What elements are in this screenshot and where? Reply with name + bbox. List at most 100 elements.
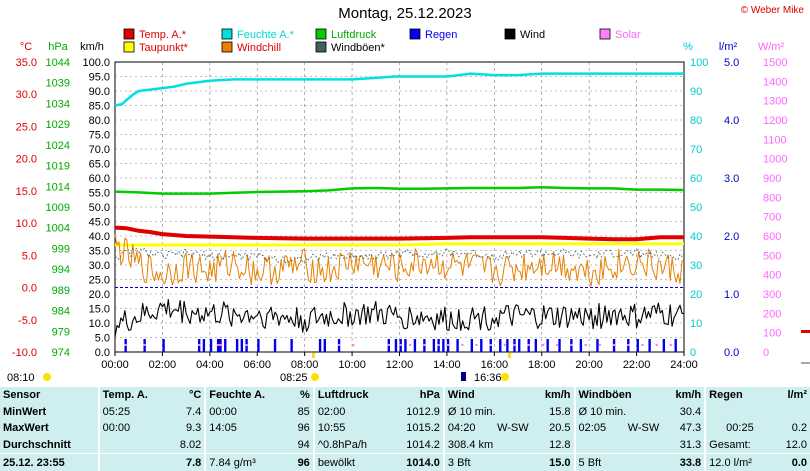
rain-bar: [202, 339, 206, 352]
legend-label: Feuchte A.*: [237, 29, 295, 41]
solar-tick-label: 700: [763, 212, 781, 224]
stats-max-label: MaxWert: [3, 422, 49, 435]
solar-tick-label: 0: [763, 347, 769, 359]
humidity-tick-label: 0: [690, 347, 696, 359]
series-line-wind: [114, 298, 685, 338]
rain-tick-label: 0.0: [724, 347, 739, 359]
x-tick-label: 22:00: [623, 359, 651, 371]
solar-trace: [489, 344, 492, 346]
wind-tick-label: 60.0: [89, 173, 110, 185]
stats-min-wind-time: Ø 10 min.: [442, 403, 532, 421]
stats-max-wind-t: 04:20: [447, 422, 476, 435]
stats-avg-press-trend: ^0.8hPa/h: [312, 436, 391, 454]
wind-tick-label: 70.0: [89, 144, 110, 156]
legend-swatch: [315, 41, 327, 53]
temp-tick-label: 20.0: [16, 154, 37, 166]
weather-chart: 00:00 02:00 04:00 06:00 08:00 10:00 12:00 14:00…: [7, 28, 810, 384]
solar-tick-label: 300: [763, 289, 781, 301]
temp-tick-label: 30.0: [16, 89, 37, 101]
legend-swatch: [221, 28, 233, 40]
wind-tick-label: 95.0: [89, 72, 110, 84]
pressure-tick-label: 1004: [46, 223, 70, 235]
pressure-tick-label: 979: [52, 326, 70, 338]
legend-label: Taupunkt*: [139, 42, 189, 54]
solar-tick-label: 900: [763, 173, 781, 185]
rain-bar: [224, 339, 227, 352]
solar-trace: [143, 344, 146, 346]
rain-tick-label: 3.0: [724, 173, 739, 185]
x-tick-label: 24:00: [670, 359, 698, 371]
legend-label: Windböen*: [331, 42, 386, 54]
solar-tick-label: 500: [763, 250, 781, 262]
x-tick-label: 02:00: [149, 359, 177, 371]
x-tick-label: 16:00: [481, 359, 509, 371]
x-tick-label: 06:00: [243, 359, 271, 371]
humidity-tick-label: 50: [690, 202, 702, 214]
rain-bar: [636, 339, 639, 352]
wind-tick-label: 45.0: [89, 217, 110, 229]
solar-trace: [612, 344, 616, 346]
stats-avg-press: 1014.2: [406, 439, 440, 452]
stats-avg-label: Durchschnitt: [3, 439, 71, 452]
sunset-label: 16:36: [474, 372, 502, 384]
stats-hum-unit: %: [300, 389, 310, 402]
wind-tick-label: 0.0: [95, 347, 110, 359]
stats-min-rain-time: [704, 403, 773, 421]
solar-trace: [408, 344, 412, 346]
rain-bar: [290, 339, 293, 352]
stats-cur-temp-blank: [97, 453, 169, 471]
solar-trace: [387, 344, 391, 346]
stats-max-wind-time: 04:20 W-SW: [442, 420, 532, 437]
rain-bar: [579, 339, 583, 352]
series-line-luftdruck: [114, 185, 685, 195]
wind-tick-label: 65.0: [89, 159, 110, 171]
rain-bar: [318, 339, 322, 352]
solar-trace: [423, 344, 426, 346]
solar-trace: [245, 344, 248, 346]
legend-label: Solar: [615, 29, 641, 41]
rain-bar: [456, 339, 459, 352]
stats-max-gust-dir: W-SW: [627, 422, 660, 435]
rain-bar: [413, 339, 417, 352]
wind-tick-label: 10.0: [89, 318, 110, 330]
pressure-tick-label: 1044: [46, 57, 70, 69]
stats-max-press: 1015.2: [406, 422, 440, 435]
legend-swatch: [123, 41, 135, 53]
solar-tick-label: 800: [763, 192, 781, 204]
solar-trace: [352, 344, 355, 346]
stats-cur-wind: 15.0: [531, 453, 574, 471]
stats-max-gust-time: 02:05 W-SW: [573, 420, 663, 437]
solar-trace: [555, 344, 559, 346]
stats-cur-hum: 96: [288, 453, 313, 471]
solar-tick-label: 1000: [763, 154, 787, 166]
wind-axis-unit: km/h: [80, 41, 104, 53]
solar-tick-label: 1300: [763, 96, 787, 108]
pressure-tick-label: 989: [52, 285, 70, 297]
pressure-tick-label: 1029: [46, 119, 70, 131]
stats-min-wind: 15.8: [549, 405, 571, 418]
stats-max-hum-time: 14:05: [204, 420, 288, 437]
temp-tick-label: -5.0: [18, 315, 37, 327]
pressure-tick-label: 1009: [46, 202, 70, 214]
solar-trace: [513, 344, 516, 346]
pressure-tick-label: 1024: [46, 140, 70, 152]
pressure-tick-label: 1014: [46, 181, 70, 193]
solar-trace: [337, 344, 341, 346]
sunrise-icon: [311, 373, 319, 381]
wind-tick-label: 30.0: [89, 260, 110, 272]
legend-swatch: [315, 28, 327, 40]
stats-min-rain: [774, 404, 810, 421]
stats-max-row: MaxWert 00:00 9.3 14:05 96 10:55 1015.2 …: [0, 420, 810, 437]
sun-icon: [501, 373, 509, 381]
wind-tick-label: 20.0: [89, 289, 110, 301]
solar-trace: [216, 344, 222, 346]
stats-max-rain: 0.2: [791, 422, 807, 435]
solar-tick-label: 1400: [763, 76, 787, 88]
x-tick-label: 20:00: [575, 359, 603, 371]
humidity-tick-label: 30: [690, 260, 702, 272]
pressure-tick-label: 1034: [46, 98, 70, 110]
stats-min-press: 1012.9: [406, 405, 440, 418]
rain-bar: [480, 339, 483, 352]
pressure-axis-unit: hPa: [48, 41, 68, 53]
solar-trace: [627, 344, 630, 346]
